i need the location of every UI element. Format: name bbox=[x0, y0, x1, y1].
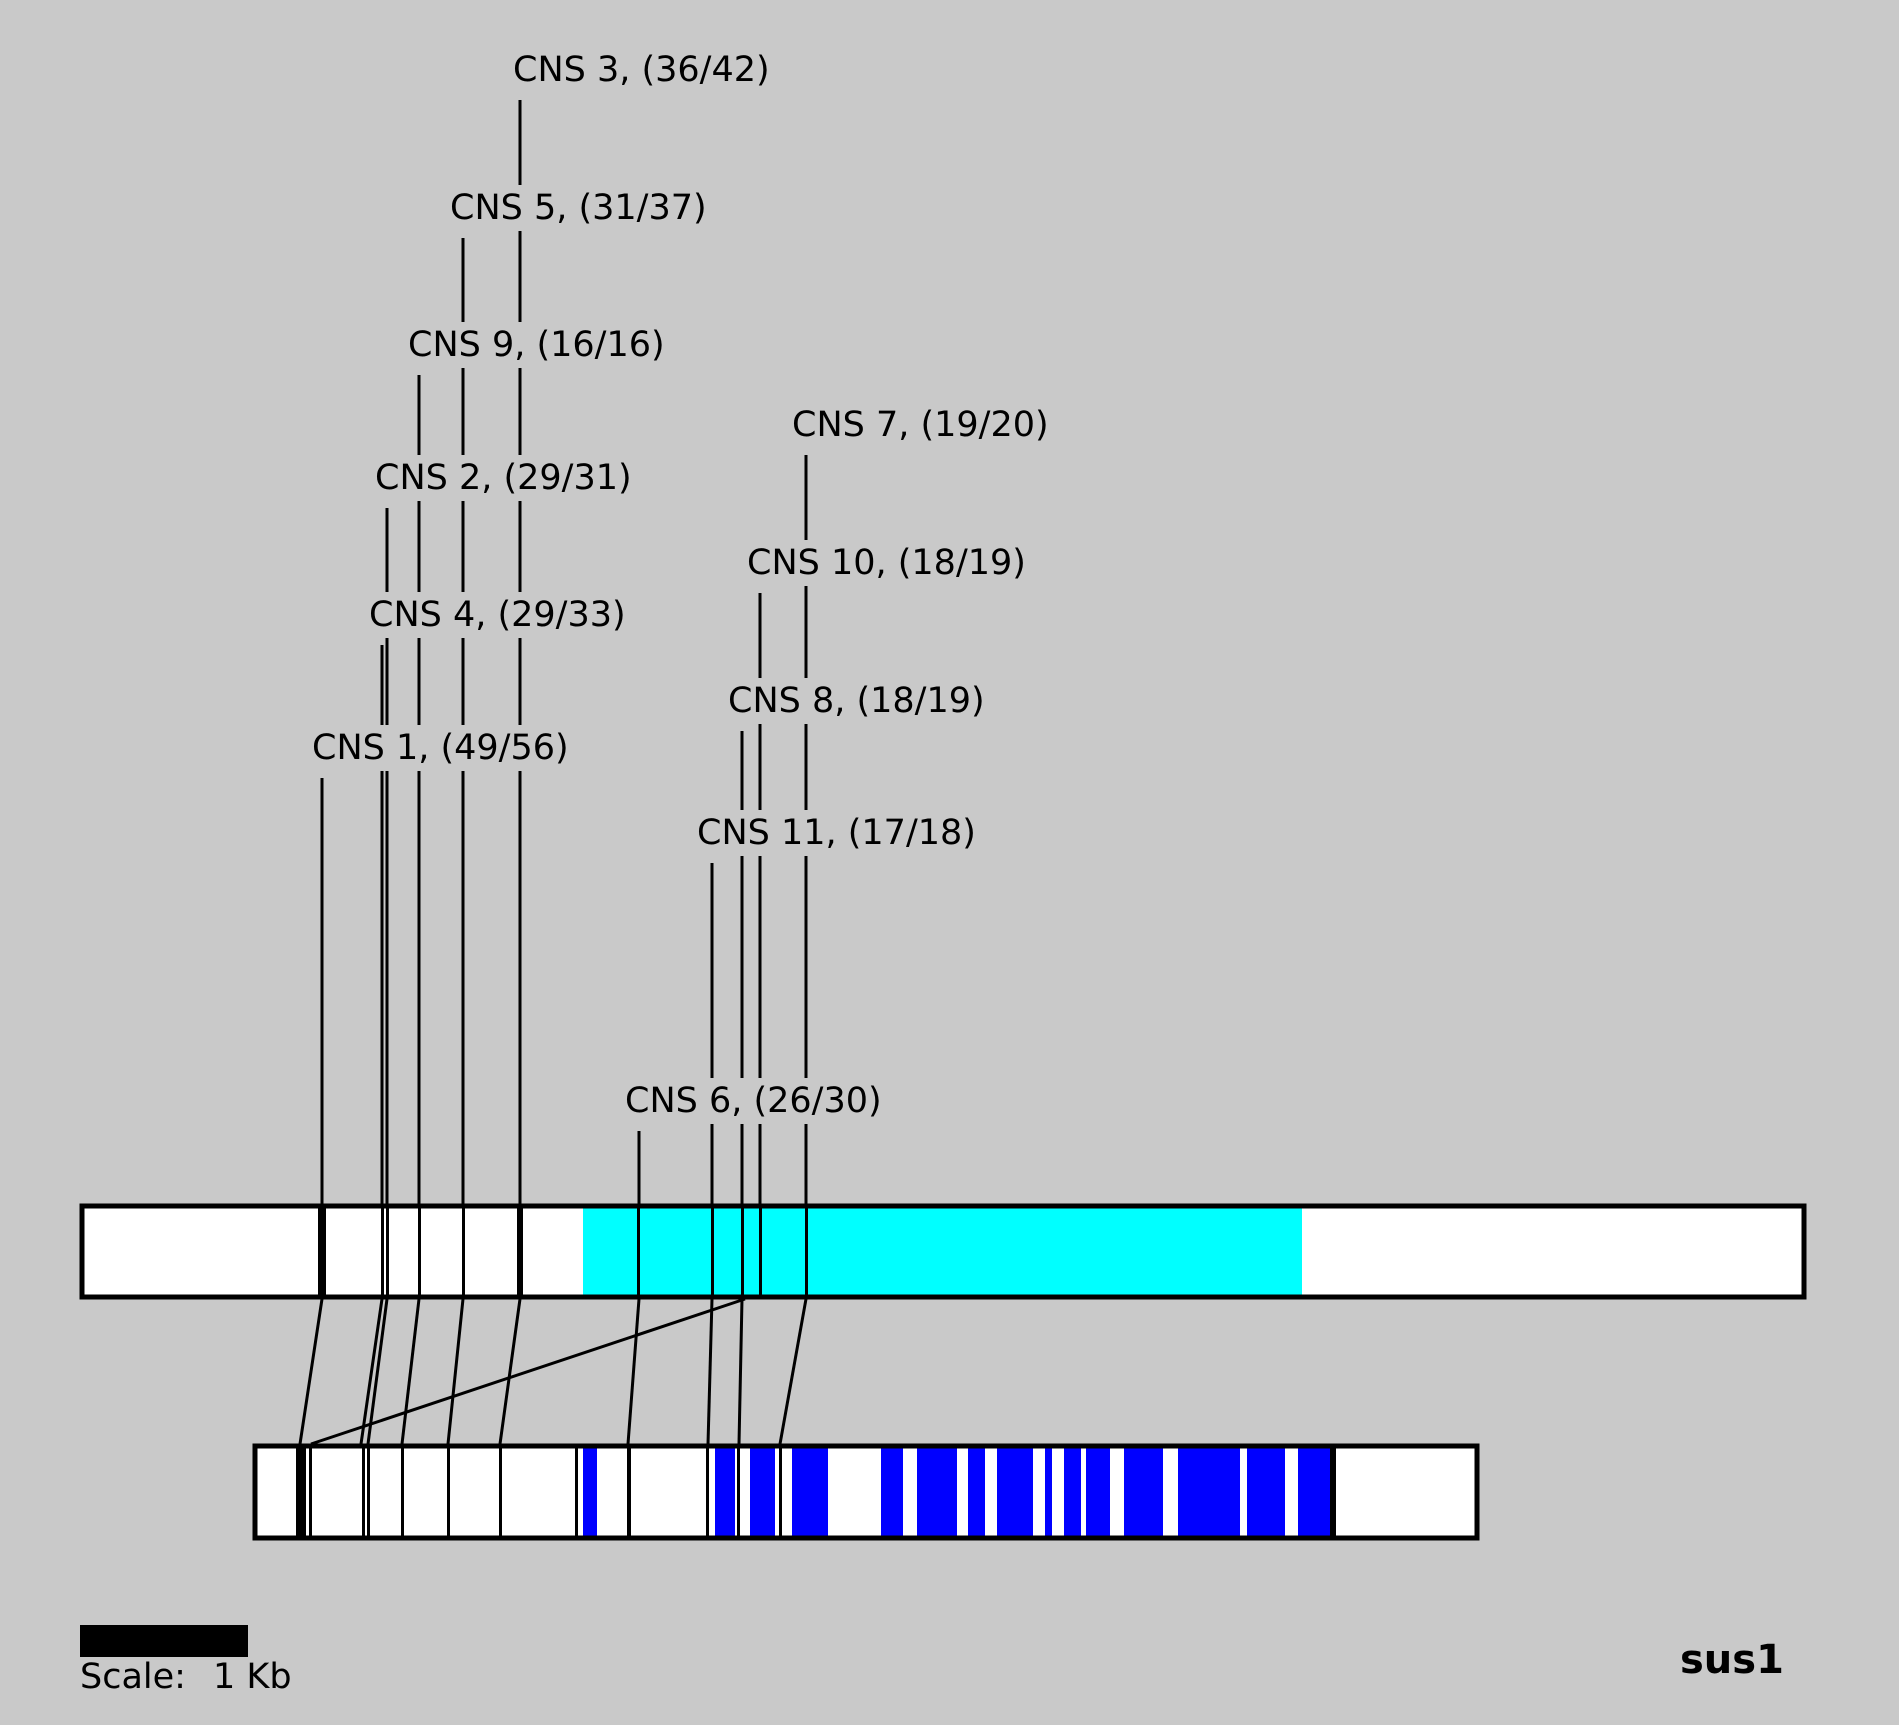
exon-segment bbox=[1086, 1446, 1110, 1538]
cns-tick bbox=[499, 1446, 502, 1538]
exon-segment bbox=[917, 1446, 957, 1538]
alignment-connector-line bbox=[366, 1298, 389, 1445]
cns-tick bbox=[462, 1206, 465, 1297]
cns-label-background bbox=[307, 725, 590, 771]
exon-segment bbox=[1178, 1446, 1240, 1538]
cns-label-background bbox=[787, 402, 1070, 448]
exon-segment bbox=[792, 1446, 828, 1538]
exon-segment bbox=[997, 1446, 1033, 1538]
cns-label-background bbox=[370, 455, 653, 501]
exon-segment bbox=[583, 1446, 597, 1538]
cns-label-cns5: CNS 5, (31/37) bbox=[450, 188, 707, 228]
cns-labels: CNS 3, (36/42) CNS 5, (31/37) CNS 9, (16… bbox=[312, 50, 1049, 1121]
cns-tick bbox=[381, 1206, 384, 1297]
cns-label-cns8: CNS 8, (18/19) bbox=[728, 681, 985, 721]
exon-segment bbox=[750, 1446, 775, 1538]
cns-label-cns4: CNS 4, (29/33) bbox=[369, 595, 626, 635]
cns-tick bbox=[575, 1446, 578, 1538]
target-bar-features bbox=[296, 1446, 1336, 1538]
alignment-connector-line bbox=[737, 1298, 744, 1445]
cns-label-background bbox=[723, 678, 1006, 724]
cns-tick bbox=[711, 1206, 714, 1297]
cns-label-cns6: CNS 6, (26/30) bbox=[625, 1081, 882, 1121]
alignment-connector-line bbox=[778, 1298, 808, 1445]
alignment-connector-lines bbox=[298, 1297, 808, 1446]
scale-value-label: 1 Kb bbox=[213, 1657, 292, 1697]
cns-tick bbox=[627, 1446, 631, 1538]
conserved-gene-region bbox=[583, 1206, 1302, 1297]
alignment-connector-line bbox=[400, 1298, 421, 1445]
cns-tick bbox=[779, 1446, 782, 1538]
cns-label-background bbox=[692, 810, 995, 856]
alignment-connector-line bbox=[446, 1298, 465, 1445]
alignment-connector-line bbox=[298, 1298, 324, 1445]
exon-segment bbox=[715, 1446, 735, 1538]
alignment-connector-line bbox=[498, 1298, 522, 1445]
query-bar-features bbox=[318, 1206, 1302, 1297]
cns-label-background bbox=[508, 47, 791, 93]
cns-tick bbox=[637, 1206, 640, 1297]
gene-name-label: sus1 bbox=[1680, 1637, 1784, 1683]
cns-tick bbox=[309, 1446, 312, 1538]
exon-segment bbox=[1064, 1446, 1081, 1538]
cns-label-background bbox=[364, 592, 647, 638]
cns-label-background bbox=[620, 1078, 903, 1124]
cns-label-background bbox=[742, 540, 1045, 586]
exon-segment bbox=[1045, 1446, 1052, 1538]
cns-label-cns9: CNS 9, (16/16) bbox=[408, 325, 665, 365]
cns-label-cns3: CNS 3, (36/42) bbox=[513, 50, 770, 90]
alignment-connector-line bbox=[626, 1298, 641, 1445]
cns-tick bbox=[318, 1206, 326, 1297]
cns-tick bbox=[362, 1446, 365, 1538]
cns-label-background bbox=[445, 185, 728, 231]
cns-label-cns7: CNS 7, (19/20) bbox=[792, 405, 1049, 445]
cns-label-cns2: CNS 2, (29/31) bbox=[375, 458, 632, 498]
cns-tick bbox=[1330, 1446, 1336, 1538]
exon-segment bbox=[881, 1446, 903, 1538]
cns-tick bbox=[805, 1206, 808, 1297]
cns-tick bbox=[517, 1206, 523, 1297]
cns-tick bbox=[401, 1446, 404, 1538]
cns-label-cns10: CNS 10, (18/19) bbox=[747, 543, 1026, 583]
alignment-connector-line bbox=[359, 1298, 384, 1445]
cns-tick bbox=[706, 1446, 709, 1538]
exon-segment bbox=[1124, 1446, 1163, 1538]
cns-label-background bbox=[403, 322, 686, 368]
cns-tick bbox=[418, 1206, 421, 1297]
cns-tick bbox=[741, 1206, 744, 1297]
scale-bar bbox=[80, 1625, 248, 1657]
exon-segment bbox=[1298, 1446, 1330, 1538]
cns-tick bbox=[737, 1446, 740, 1538]
cns-tick bbox=[296, 1446, 306, 1538]
cns-tick bbox=[367, 1446, 370, 1538]
target-bar-border bbox=[252, 1443, 1480, 1541]
target-sequence-bar bbox=[255, 1446, 1477, 1538]
cns-tick bbox=[386, 1206, 389, 1297]
query-bar-border bbox=[79, 1203, 1807, 1300]
cns-tick bbox=[759, 1206, 762, 1297]
cns-label-backgrounds bbox=[307, 47, 1070, 1124]
cns-label-cns1: CNS 1, (49/56) bbox=[312, 728, 569, 768]
cns-tick bbox=[447, 1446, 450, 1538]
exon-segment bbox=[1247, 1446, 1285, 1538]
inversion-connector-line bbox=[310, 1297, 746, 1446]
exon-segment bbox=[968, 1446, 985, 1538]
scale-label: Scale: bbox=[80, 1657, 186, 1697]
cns-label-cns11: CNS 11, (17/18) bbox=[697, 813, 976, 853]
alignment-connector-line bbox=[706, 1298, 714, 1445]
